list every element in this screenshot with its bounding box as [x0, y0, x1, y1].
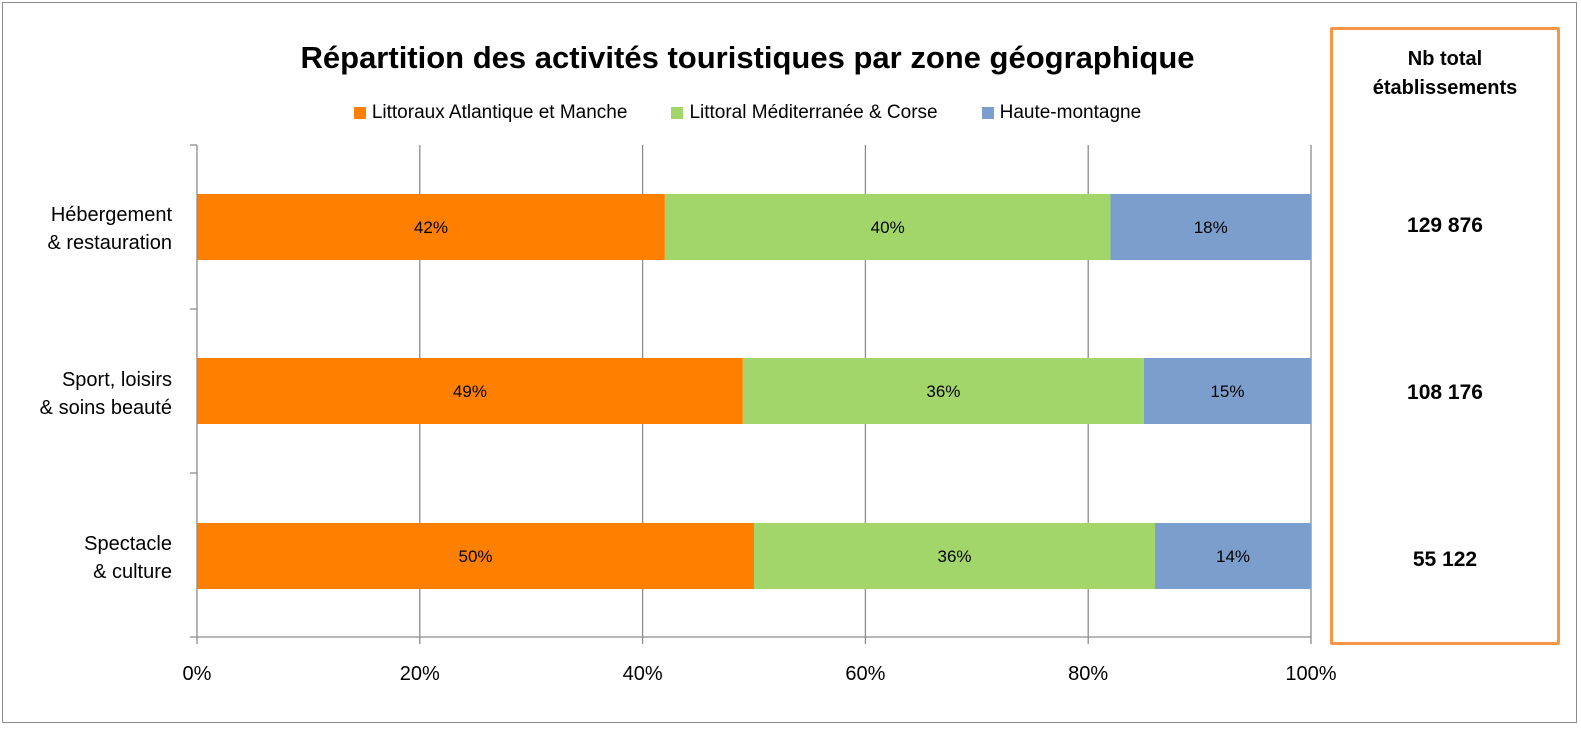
data-label-atlantique-2: 50%: [458, 547, 492, 566]
legend-item-atlantique: Littoraux Atlantique et Manche: [353, 102, 628, 124]
bar-montagne-1: [1143, 358, 1311, 424]
bar-atlantique-2: [197, 523, 754, 589]
x-tick-label-5: 100%: [1285, 663, 1336, 685]
x-tick-label-0: 0%: [183, 663, 212, 685]
data-label-atlantique-0: 42%: [414, 218, 448, 237]
bar-atlantique-1: [197, 358, 743, 424]
data-label-mediterranee-2: 36%: [938, 547, 972, 566]
x-tick-label-1: 20%: [400, 663, 440, 685]
bar-mediterranee-1: [742, 358, 1144, 424]
x-tick-label-2: 40%: [623, 663, 663, 685]
bar-mediterranee-0: [664, 194, 1111, 260]
category-label-spectacle: Spectacle & culture: [84, 533, 172, 583]
total-value-spectacle: 55 122: [1412, 548, 1478, 571]
bar-montagne-0: [1110, 194, 1311, 260]
data-label-atlantique-1: 49%: [453, 382, 487, 401]
legend-label-atlantique: Littoraux Atlantique et Manche: [371, 102, 628, 123]
legend-label-montagne: Haute-montagne: [999, 102, 1142, 123]
category-label-hebergement: Hébergement & restauration: [47, 204, 172, 254]
legend-swatch-atlantique: [353, 107, 366, 119]
legend-item-montagne: Haute-montagne: [981, 102, 1142, 124]
x-tick-label-4: 80%: [1068, 663, 1108, 685]
data-label-montagne-2: 14%: [1216, 547, 1250, 566]
legend-swatch-montagne: [981, 107, 994, 119]
data-label-montagne-0: 18%: [1194, 218, 1228, 237]
total-value-hebergement: 129 876: [1407, 214, 1483, 237]
bar-mediterranee-2: [754, 523, 1156, 589]
legend-label-mediterranee: Littoral Méditerranée & Corse: [689, 102, 938, 123]
total-value-sport: 108 176: [1407, 381, 1483, 404]
legend-swatch-mediterranee: [671, 107, 684, 119]
category-label-sport: Sport, loisirs & soins beauté: [39, 369, 172, 419]
totals-panel: Nb total établissements 129 876 108 176 …: [1330, 27, 1560, 645]
data-label-mediterranee-1: 36%: [926, 382, 960, 401]
bar-atlantique-0: [197, 194, 665, 260]
bar-montagne-2: [1155, 523, 1311, 589]
data-label-mediterranee-0: 40%: [871, 218, 905, 237]
legend-item-mediterranee: Littoral Méditerranée & Corse: [671, 102, 938, 124]
x-tick-label-3: 60%: [845, 663, 885, 685]
data-label-montagne-1: 15%: [1210, 382, 1244, 401]
chart-title: Répartition des activités touristiques p…: [300, 40, 1195, 75]
legend: Littoraux Atlantique et Manche Littoral …: [195, 102, 1300, 124]
totals-header: Nb total établissements: [1372, 48, 1518, 99]
